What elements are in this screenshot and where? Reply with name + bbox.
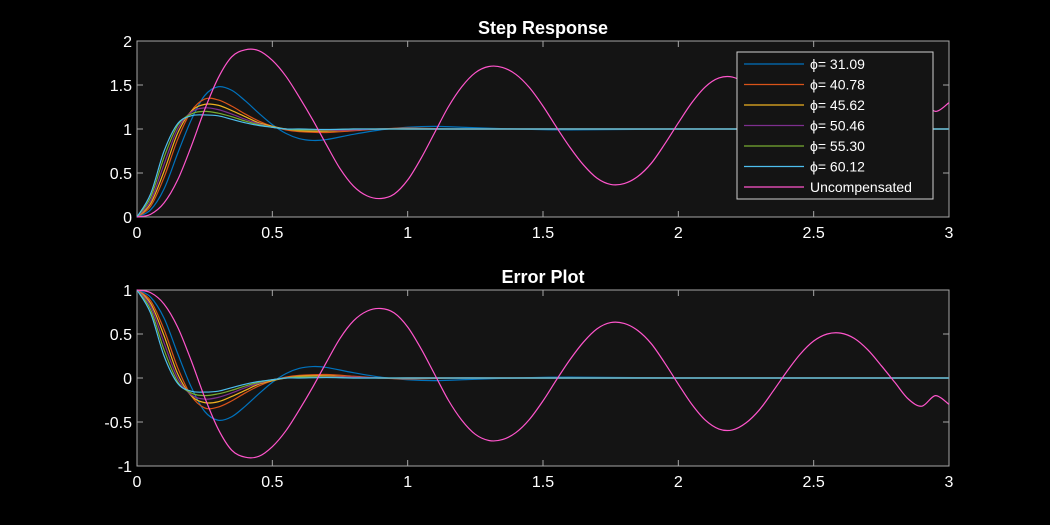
error-plot-xtick-label: 2.5 [803,474,825,491]
error-plot-xtick-label: 1 [403,474,412,491]
error-plot-ytick-label: -0.5 [104,415,132,432]
error-plot-series-6-line [136,289,950,459]
step-response-ticks: 0 0.5 1 1.5 2 2.5 3 0 0.5 1 1.5 2 [110,34,954,242]
error-plot-xtick-label: 3 [945,474,954,491]
legend-label-0: ϕ= 31.09 [810,56,865,72]
error-plot-xtick-label: 1.5 [532,474,554,491]
step-response-xtick-label: 2 [674,225,683,242]
step-response-ytick-label: 0.5 [110,166,132,183]
step-response-ytick-label: 0 [123,210,132,227]
step-response-axes: Step Response 0 0.5 1 1.5 2 2.5 3 0 0.5 1 1.5 2 ϕ= … [110,18,954,242]
step-response-series-5-line [136,114,949,218]
step-response-title: Step Response [478,18,608,38]
legend-items: ϕ= 31.09 ϕ= 40.78 ϕ= 45.62 ϕ= 50.46 ϕ= 55.30… [744,56,912,195]
error-plot-ytick-label: 0 [123,371,132,388]
error-plot-ytick-label: 1 [123,283,132,300]
step-response-xtick-label: 0.5 [261,225,283,242]
step-response-xtick-label: 3 [945,225,954,242]
error-plot-xtick-label: 2 [674,474,683,491]
error-plot-title: Error Plot [501,267,584,287]
legend-label-5: ϕ= 60.12 [810,159,865,175]
step-response-series-0-line [136,85,949,218]
error-plot-axes: Error Plot 0 0.5 1 1.5 2 2.5 3 -1 -0.5 0 0.5 1 [104,267,953,491]
error-plot-ytick-label: -1 [118,459,132,476]
legend-label-6: Uncompensated [810,179,912,195]
error-plot-xtick-label: 0 [133,474,142,491]
legend-label-3: ϕ= 50.46 [810,118,865,134]
error-plot-ticks: 0 0.5 1 1.5 2 2.5 3 -1 -0.5 0 0.5 1 [104,283,953,491]
step-response-xtick-label: 1.5 [532,225,554,242]
error-plot-xtick-label: 0.5 [261,474,283,491]
step-response-ytick-label: 1.5 [110,78,132,95]
step-response-xtick-label: 1 [403,225,412,242]
step-response-xtick-label: 0 [133,225,142,242]
error-plot-ytick-label: 0.5 [110,327,132,344]
step-response-xtick-label: 2.5 [803,225,825,242]
step-response-ytick-label: 1 [123,122,132,139]
error-plot-lines [136,289,950,459]
legend-label-4: ϕ= 55.30 [810,138,865,154]
legend: ϕ= 31.09 ϕ= 40.78 ϕ= 45.62 ϕ= 50.46 ϕ= 55.30… [736,51,934,200]
legend-label-1: ϕ= 40.78 [810,77,865,93]
legend-label-2: ϕ= 45.62 [810,97,865,113]
step-response-ytick-label: 2 [123,34,132,51]
error-plot-series-0-line [136,289,949,422]
error-plot-series-5-line [136,289,949,393]
step-response-lines [136,48,950,218]
